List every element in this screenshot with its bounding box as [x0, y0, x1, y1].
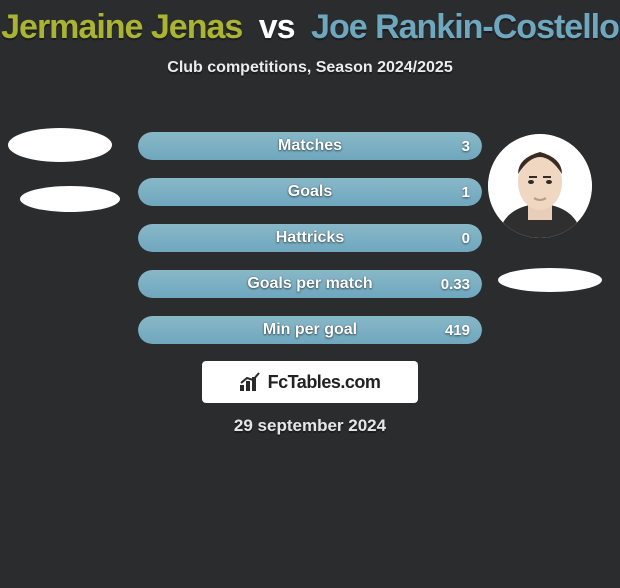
subtitle: Club competitions, Season 2024/2025	[0, 59, 620, 77]
bar-right-fill	[138, 270, 482, 298]
player1-photo-shadow	[20, 186, 120, 212]
player2-photo	[488, 134, 592, 238]
bar-right-fill	[138, 132, 482, 160]
bar-value-right: 419	[445, 316, 470, 344]
brand-text: FcTables.com	[268, 372, 381, 393]
vs-label: vs	[259, 8, 295, 46]
bar-right-fill	[138, 316, 482, 344]
bar-value-right: 1	[462, 178, 470, 206]
player1-name: Jermaine Jenas	[1, 8, 242, 46]
player2-photo-shadow	[498, 268, 602, 292]
stat-bar: 0Hattricks	[138, 224, 482, 252]
player1-photo-placeholder	[8, 128, 112, 162]
player2-name: Joe Rankin-Costello	[311, 8, 619, 46]
bar-value-right: 0.33	[441, 270, 470, 298]
stat-bar: 419Min per goal	[138, 316, 482, 344]
footer-logo: FcTables.com	[202, 361, 418, 403]
comparison-title: Jermaine Jenas vs Joe Rankin-Costello	[0, 8, 620, 47]
stat-bars: 3Matches 1Goals 0Hattricks 0.33Goals per ma…	[138, 132, 482, 362]
bar-right-fill	[138, 178, 482, 206]
chart-icon	[240, 371, 262, 393]
stat-bar: 0.33Goals per match	[138, 270, 482, 298]
footer-date: 29 september 2024	[0, 416, 620, 436]
bar-value-right: 0	[462, 224, 470, 252]
bar-right-fill	[138, 224, 482, 252]
bar-value-right: 3	[462, 132, 470, 160]
player2-avatar-icon	[488, 134, 592, 238]
stat-bar: 1Goals	[138, 178, 482, 206]
stat-bar: 3Matches	[138, 132, 482, 160]
